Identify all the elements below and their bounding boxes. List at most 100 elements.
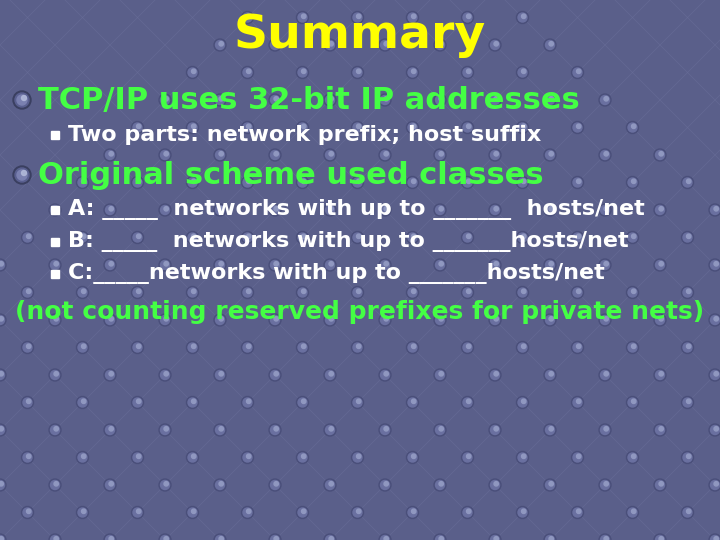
Circle shape bbox=[246, 509, 251, 514]
Circle shape bbox=[659, 482, 663, 486]
Circle shape bbox=[324, 424, 336, 436]
Circle shape bbox=[714, 372, 719, 376]
Circle shape bbox=[711, 426, 719, 435]
Circle shape bbox=[546, 151, 554, 159]
Circle shape bbox=[159, 479, 171, 491]
Circle shape bbox=[324, 534, 336, 540]
Circle shape bbox=[463, 123, 472, 132]
Circle shape bbox=[351, 11, 364, 24]
Circle shape bbox=[164, 261, 168, 266]
Circle shape bbox=[161, 151, 169, 159]
Circle shape bbox=[214, 314, 226, 326]
Circle shape bbox=[631, 344, 636, 348]
Circle shape bbox=[573, 178, 582, 187]
Circle shape bbox=[0, 426, 4, 435]
Circle shape bbox=[408, 288, 417, 297]
Circle shape bbox=[407, 122, 418, 133]
Circle shape bbox=[214, 94, 226, 106]
Circle shape bbox=[462, 451, 474, 463]
Circle shape bbox=[297, 396, 308, 408]
Circle shape bbox=[577, 289, 581, 294]
Circle shape bbox=[0, 369, 6, 381]
Circle shape bbox=[521, 399, 526, 403]
Circle shape bbox=[298, 68, 307, 77]
Circle shape bbox=[384, 482, 388, 486]
Circle shape bbox=[241, 287, 253, 299]
Circle shape bbox=[0, 537, 4, 540]
Circle shape bbox=[490, 260, 500, 269]
Circle shape bbox=[274, 427, 279, 431]
Circle shape bbox=[186, 66, 199, 78]
Circle shape bbox=[269, 424, 281, 436]
Circle shape bbox=[215, 315, 225, 325]
Circle shape bbox=[23, 398, 32, 407]
Circle shape bbox=[50, 426, 60, 435]
Circle shape bbox=[27, 399, 31, 403]
Circle shape bbox=[686, 454, 691, 458]
Circle shape bbox=[490, 206, 500, 214]
Circle shape bbox=[0, 482, 4, 486]
Circle shape bbox=[659, 372, 663, 376]
Circle shape bbox=[626, 507, 639, 518]
Circle shape bbox=[0, 315, 4, 325]
Circle shape bbox=[407, 396, 418, 408]
Circle shape bbox=[161, 370, 169, 380]
Circle shape bbox=[246, 289, 251, 294]
Circle shape bbox=[683, 288, 692, 297]
Circle shape bbox=[186, 396, 199, 408]
Circle shape bbox=[686, 344, 691, 348]
Circle shape bbox=[573, 343, 582, 352]
Circle shape bbox=[27, 289, 31, 294]
Circle shape bbox=[137, 509, 141, 514]
Circle shape bbox=[380, 315, 390, 325]
Circle shape bbox=[686, 234, 691, 239]
Circle shape bbox=[109, 261, 114, 266]
Circle shape bbox=[133, 288, 142, 297]
Circle shape bbox=[269, 39, 281, 51]
Circle shape bbox=[490, 426, 500, 435]
Circle shape bbox=[271, 40, 279, 50]
Circle shape bbox=[659, 427, 663, 431]
Circle shape bbox=[246, 69, 251, 73]
Circle shape bbox=[351, 177, 364, 188]
Circle shape bbox=[104, 534, 116, 540]
Circle shape bbox=[81, 234, 86, 239]
Circle shape bbox=[434, 424, 446, 436]
Circle shape bbox=[407, 287, 418, 299]
Circle shape bbox=[49, 424, 61, 436]
Circle shape bbox=[604, 537, 608, 540]
Text: A: _____  networks with up to _______  hosts/net: A: _____ networks with up to _______ hos… bbox=[68, 199, 644, 220]
Circle shape bbox=[599, 369, 611, 381]
Circle shape bbox=[161, 481, 169, 489]
Circle shape bbox=[631, 399, 636, 403]
Circle shape bbox=[434, 149, 446, 161]
Circle shape bbox=[329, 261, 333, 266]
Circle shape bbox=[628, 398, 637, 407]
Circle shape bbox=[133, 233, 142, 242]
Circle shape bbox=[186, 177, 199, 188]
Circle shape bbox=[546, 40, 554, 50]
Circle shape bbox=[412, 399, 416, 403]
Circle shape bbox=[271, 96, 279, 105]
Circle shape bbox=[302, 344, 306, 348]
Circle shape bbox=[434, 259, 446, 271]
Circle shape bbox=[27, 454, 31, 458]
Circle shape bbox=[81, 344, 86, 348]
Circle shape bbox=[628, 288, 637, 297]
Circle shape bbox=[659, 207, 663, 211]
Circle shape bbox=[462, 507, 474, 518]
Circle shape bbox=[408, 123, 417, 132]
Circle shape bbox=[714, 427, 719, 431]
Circle shape bbox=[436, 481, 444, 489]
Circle shape bbox=[297, 232, 308, 244]
Circle shape bbox=[384, 152, 388, 156]
Circle shape bbox=[379, 94, 391, 106]
Circle shape bbox=[544, 259, 556, 271]
Circle shape bbox=[214, 479, 226, 491]
Circle shape bbox=[549, 261, 554, 266]
Circle shape bbox=[269, 259, 281, 271]
Circle shape bbox=[302, 69, 306, 73]
Circle shape bbox=[104, 369, 116, 381]
Circle shape bbox=[599, 149, 611, 161]
Circle shape bbox=[380, 536, 390, 540]
